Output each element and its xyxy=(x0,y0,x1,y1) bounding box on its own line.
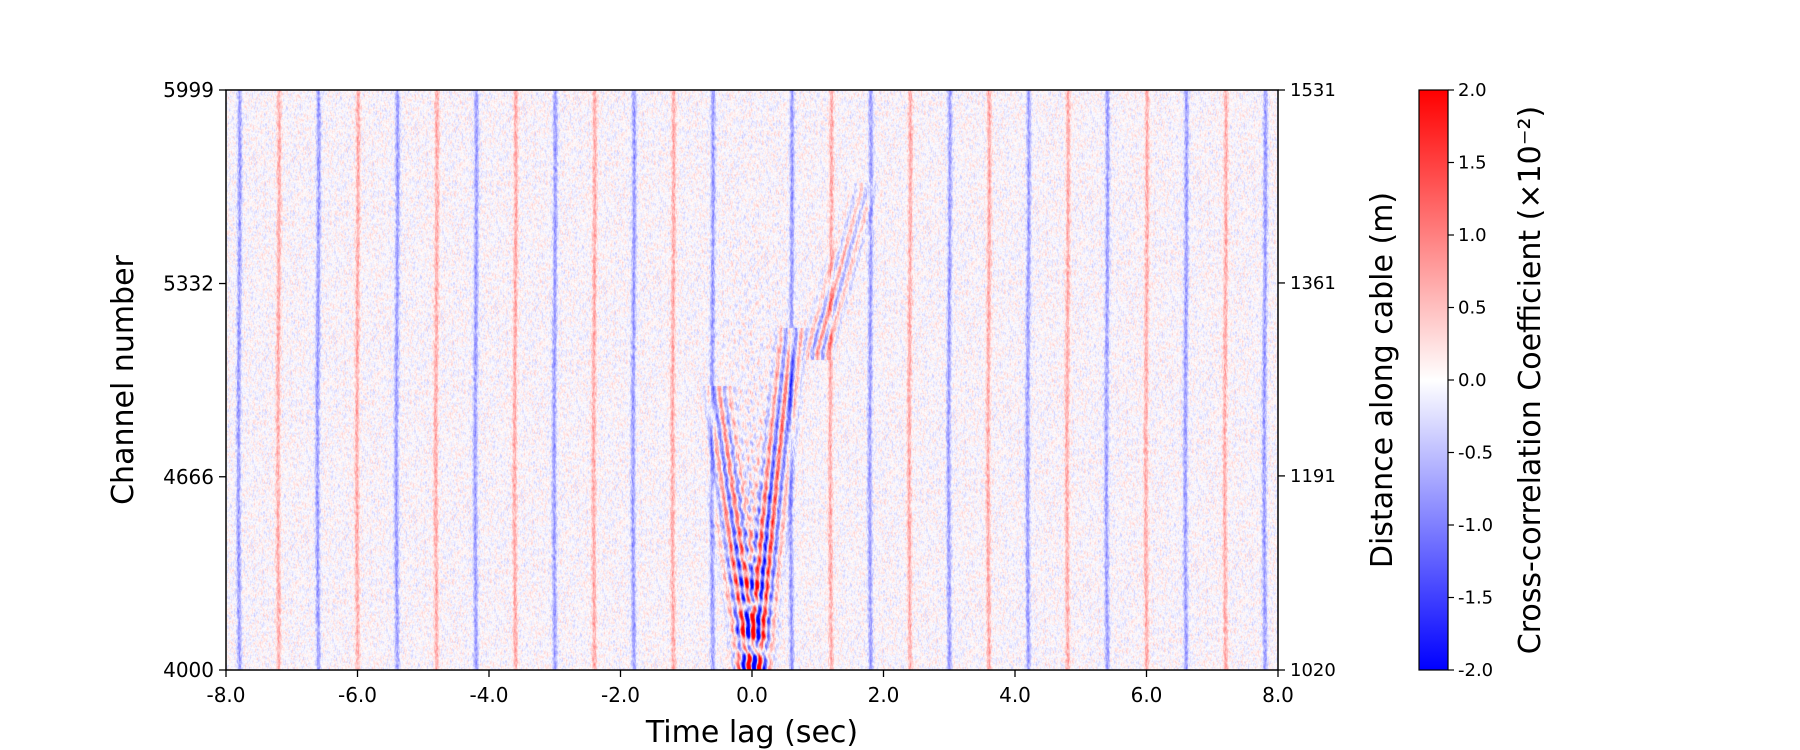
y-tick-label: 4666 xyxy=(163,465,214,489)
x-tick-label: 8.0 xyxy=(1262,683,1294,707)
x-tick-label: -6.0 xyxy=(338,683,377,707)
colorbar xyxy=(1419,90,1448,670)
colorbar-tick-label: -2.0 xyxy=(1458,660,1493,681)
y2-axis-title: Distance along cable (m) xyxy=(1365,192,1400,568)
colorbar-tick-label: 1.0 xyxy=(1458,225,1487,246)
x-tick-label: 6.0 xyxy=(1131,683,1163,707)
y-axis-title: Channel number xyxy=(106,254,141,504)
colorbar-tick-label: 0.0 xyxy=(1458,370,1487,391)
colorbar-tick-label: -0.5 xyxy=(1458,443,1493,464)
x-tick-label: -2.0 xyxy=(601,683,640,707)
x-axis-title: Time lag (sec) xyxy=(645,715,858,750)
x-tick-label: -8.0 xyxy=(206,683,245,707)
x-axis: -8.0 -6.0 -4.0 -2.0 0.0 2.0 4.0 6.0 8.0 xyxy=(206,670,1293,707)
y-axis-left: 4000 4666 5332 5999 xyxy=(163,78,226,682)
colorbar-tick-label: 1.5 xyxy=(1458,153,1487,174)
y2-tick-label: 1361 xyxy=(1290,273,1336,294)
colorbar-tick-label: 0.5 xyxy=(1458,298,1487,319)
heatmap-pixels xyxy=(226,90,1278,670)
x-tick-label: 0.0 xyxy=(736,683,768,707)
x-tick-label: 2.0 xyxy=(868,683,900,707)
colorbar-ticks: -2.0 -1.5 -1.0 -0.5 0.0 0.5 1.0 1.5 2.0 xyxy=(1448,80,1493,681)
y2-tick-label: 1531 xyxy=(1290,80,1336,101)
colorbar-tick-label: 2.0 xyxy=(1458,80,1487,101)
y2-tick-label: 1191 xyxy=(1290,466,1336,487)
colorbar-tick-label: -1.5 xyxy=(1458,588,1493,609)
x-tick-label: 4.0 xyxy=(999,683,1031,707)
colorbar-title: Cross-correlation Coefficient (×10⁻²) xyxy=(1513,106,1548,655)
y-tick-label: 5332 xyxy=(163,272,214,296)
y-tick-label: 5999 xyxy=(163,78,214,102)
y2-tick-label: 1020 xyxy=(1290,660,1336,681)
colorbar-tick-label: -1.0 xyxy=(1458,515,1493,536)
y-axis-right: 1020 1191 1361 1531 xyxy=(1278,80,1336,681)
x-tick-label: -4.0 xyxy=(469,683,508,707)
y-tick-label: 4000 xyxy=(163,658,214,682)
heatmap-image xyxy=(226,90,1278,670)
